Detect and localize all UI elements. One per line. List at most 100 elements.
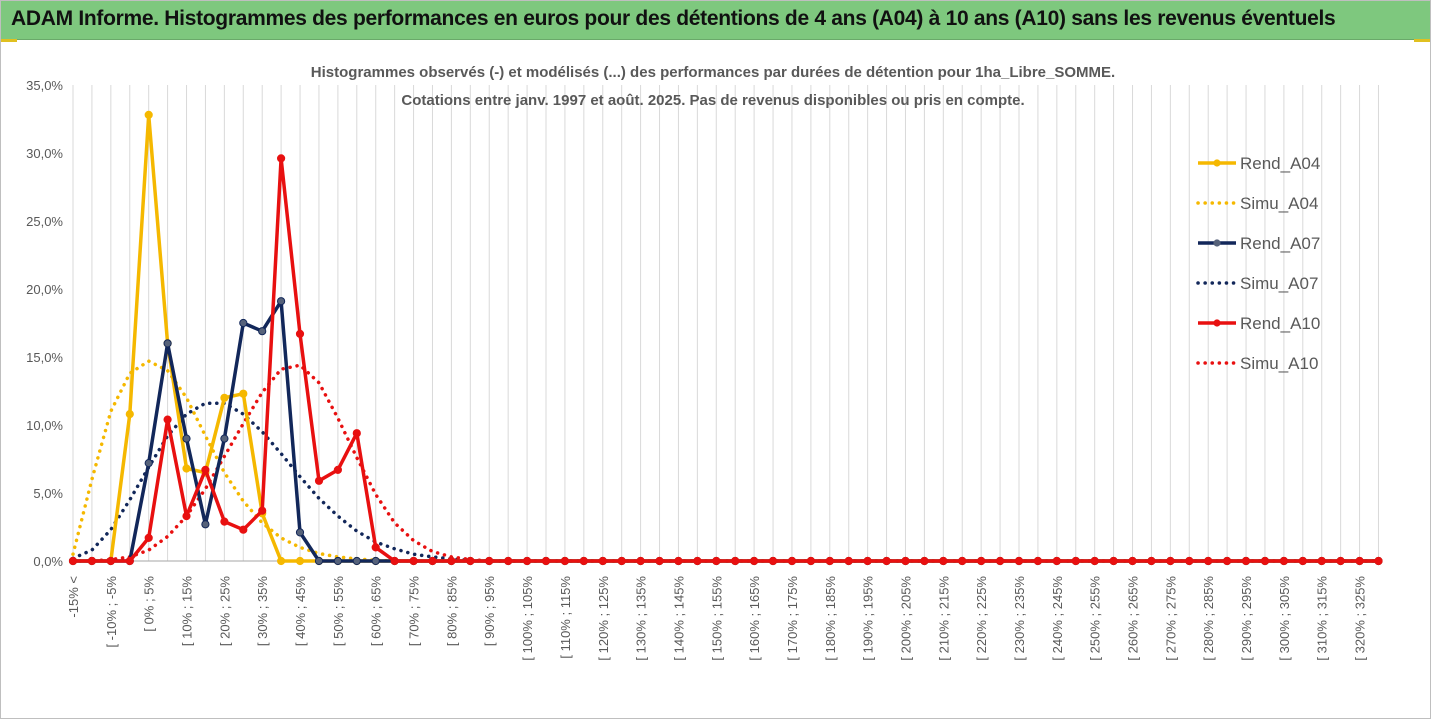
chart-subtitle: Cotations entre janv. 1997 et août. 2025…: [401, 92, 1024, 109]
x-tick-label: [ 150% ; 155%: [709, 576, 724, 661]
data-point-rend-a07: [371, 556, 380, 566]
x-tick-label: [ 40% ; 45%: [293, 576, 308, 647]
data-point-rend-a10: [1109, 556, 1118, 566]
data-point-rend-a10: [882, 556, 891, 566]
data-point-rend-a10: [1279, 556, 1289, 566]
data-point-rend-a10: [806, 556, 816, 566]
data-point-rend-a10: [258, 506, 267, 515]
x-tick-label: [ 120% ; 125%: [596, 576, 611, 661]
data-point-rend-a04: [125, 410, 134, 419]
data-point-rend-a10: [1014, 556, 1024, 566]
legend-label-rend-a04: Rend_A04: [1240, 154, 1320, 173]
data-point-rend-a10: [1317, 556, 1326, 566]
series-line-rend-a07: [73, 299, 1379, 563]
x-tick-label: [ 30% ; 35%: [255, 576, 270, 647]
data-point-rend-a10: [144, 533, 153, 543]
x-tick-label: [ 100% ; 105%: [520, 576, 535, 661]
data-point-rend-a10: [1090, 556, 1099, 566]
data-point-rend-a10: [1185, 556, 1194, 566]
x-tick-label: [ 220% ; 225%: [974, 576, 989, 661]
x-tick-label: [ 200% ; 205%: [898, 576, 913, 661]
x-tick-label: [ 20% ; 25%: [217, 576, 232, 647]
y-tick-label: 35,0%: [26, 78, 63, 93]
legend-label-simu-a04: Simu_A04: [1240, 194, 1318, 213]
data-point-rend-a07: [220, 434, 229, 443]
data-point-rend-a07: [295, 528, 305, 537]
data-point-rend-a10: [239, 525, 248, 534]
data-point-rend-a10: [1204, 556, 1213, 566]
y-tick-label: 25,0%: [26, 214, 63, 229]
data-point-rend-a10: [352, 429, 361, 438]
data-point-rend-a07: [239, 318, 248, 328]
y-tick-label: 30,0%: [26, 146, 63, 161]
x-tick-label: [ 260% ; 265%: [1126, 576, 1141, 661]
data-point-rend-a10: [182, 511, 191, 521]
x-tick-label: [ 50% ; 55%: [331, 576, 346, 647]
legend-label-rend-a10: Rend_A10: [1240, 314, 1320, 333]
data-point-rend-a10: [598, 556, 607, 566]
x-tick-label: [ 170% ; 175%: [785, 576, 800, 661]
x-tick-label: [ 130% ; 135%: [634, 576, 649, 661]
data-point-rend-a10: [106, 556, 115, 566]
data-point-rend-a10: [220, 517, 229, 526]
x-tick-label: [ 90% ; 95%: [482, 576, 497, 647]
data-point-rend-a10: [125, 556, 134, 566]
x-tick-label: [ -10% ; -5%: [104, 576, 119, 648]
data-point-rend-a07: [277, 297, 286, 306]
data-point-rend-a10: [1298, 556, 1307, 566]
x-tick-label: [ 110% ; 115%: [558, 576, 573, 659]
data-point-rend-a10: [1241, 556, 1251, 566]
data-point-rend-a10: [68, 556, 78, 566]
chart-title: Histogrammes observés (-) et modélisés (…: [311, 64, 1115, 81]
series-line-rend-a10: [73, 156, 1379, 563]
data-point-rend-a10: [1033, 556, 1043, 566]
y-tick-label: 10,0%: [26, 418, 63, 433]
data-point-rend-a10: [541, 556, 551, 566]
x-tick-label: [ 320% ; 325%: [1353, 576, 1368, 661]
data-point-rend-a10: [371, 543, 380, 552]
x-tick-label: [ 140% ; 145%: [671, 576, 686, 661]
data-point-rend-a07: [182, 434, 191, 443]
data-point-rend-a07: [163, 339, 172, 348]
data-point-rend-a10: [768, 556, 778, 566]
data-point-rend-a10: [295, 329, 305, 338]
x-tick-label: [ 210% ; 215%: [936, 576, 951, 661]
x-tick-label: [ 190% ; 195%: [861, 576, 876, 661]
data-point-rend-a07: [352, 556, 361, 566]
data-point-rend-a10: [428, 556, 437, 566]
data-point-rend-a10: [844, 556, 853, 566]
legend-label-rend-a07: Rend_A07: [1240, 234, 1320, 253]
data-point-rend-a07: [201, 520, 210, 529]
data-point-rend-a10: [409, 556, 418, 566]
x-tick-label: [ 250% ; 255%: [1088, 576, 1103, 661]
y-tick-label: 0,0%: [33, 554, 63, 569]
x-tick-label: [ 60% ; 65%: [369, 576, 384, 647]
data-point-rend-a10: [560, 556, 570, 566]
data-point-rend-a10: [825, 556, 834, 566]
data-point-rend-a10: [863, 556, 872, 566]
x-tick-label: [ 160% ; 165%: [747, 576, 762, 661]
data-point-rend-a10: [504, 556, 513, 566]
data-point-rend-a10: [1128, 556, 1137, 566]
data-point-rend-a10: [693, 556, 702, 566]
data-point-rend-a10: [1336, 556, 1345, 566]
data-point-rend-a07: [144, 459, 153, 468]
data-point-rend-a04: [182, 464, 191, 473]
data-point-rend-a10: [277, 154, 286, 163]
data-point-rend-a10: [901, 556, 910, 566]
data-point-rend-a10: [712, 556, 721, 566]
data-point-rend-a10: [977, 556, 986, 566]
data-point-rend-a10: [333, 465, 342, 474]
data-point-rend-a10: [939, 556, 948, 566]
x-tick-label: [ 180% ; 185%: [823, 576, 838, 661]
x-tick-label: [ 70% ; 75%: [407, 576, 422, 647]
report-banner: ADAM Informe. Histogrammes des performan…: [1, 1, 1430, 40]
data-point-rend-a04: [144, 110, 153, 120]
x-tick-label: [ 80% ; 85%: [444, 576, 459, 647]
data-point-rend-a10: [1374, 556, 1383, 566]
series-line-rend-a04: [73, 113, 1379, 563]
legend-marker-rend-a07: [1213, 239, 1221, 247]
data-point-rend-a10: [314, 476, 324, 485]
data-point-rend-a10: [920, 556, 929, 566]
y-tick-label: 20,0%: [26, 282, 63, 297]
